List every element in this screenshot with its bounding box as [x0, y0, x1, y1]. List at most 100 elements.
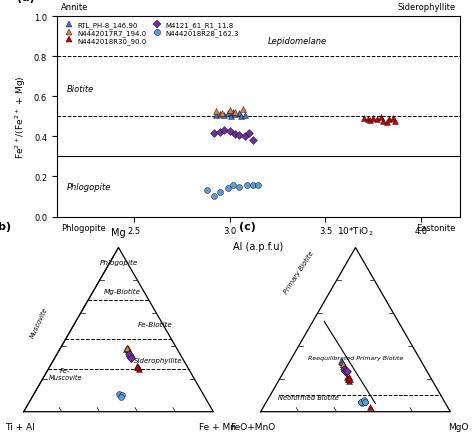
Point [116, 390, 123, 397]
Point [345, 374, 353, 381]
Point [136, 366, 143, 373]
Point [361, 398, 369, 405]
Point [126, 352, 134, 359]
Point [124, 346, 132, 353]
Text: Siderophyllite: Siderophyllite [398, 3, 456, 12]
Point [341, 367, 349, 374]
Point [226, 108, 233, 115]
Point [343, 374, 351, 381]
Point [125, 348, 133, 355]
Point [126, 352, 134, 359]
Point [117, 392, 124, 399]
Point [241, 113, 249, 120]
Point [135, 364, 142, 371]
Text: Siderophyllite: Siderophyllite [134, 358, 182, 364]
Point [228, 114, 235, 121]
Point [241, 134, 249, 141]
Text: Fe + Mn: Fe + Mn [199, 422, 236, 431]
Point [360, 116, 368, 123]
Point [338, 359, 346, 366]
Point [127, 354, 135, 361]
Point [220, 128, 228, 135]
Text: Mg-Biotite: Mg-Biotite [104, 289, 141, 295]
Text: Lepidomelane: Lepidomelane [268, 37, 327, 46]
Legend: RTL_PH-8_146.90, N4442017R7_194.0, N4442018R30_90.0, M4121_61_R1_11.8, N4442018R: RTL_PH-8_146.90, N4442017R7_194.0, N4442… [60, 21, 240, 46]
Point [210, 194, 218, 201]
Text: MgO: MgO [447, 422, 468, 431]
Text: (c): (c) [239, 221, 255, 231]
Point [364, 117, 372, 124]
Point [134, 362, 141, 369]
Point [236, 133, 243, 140]
Text: Fe-Biotite: Fe-Biotite [137, 322, 173, 328]
Point [340, 362, 348, 369]
Point [346, 375, 354, 382]
Point [366, 403, 374, 410]
Point [357, 398, 365, 405]
Point [389, 116, 396, 123]
Point [339, 361, 347, 368]
Text: (a): (a) [17, 0, 34, 3]
Point [224, 111, 231, 118]
Point [339, 361, 347, 368]
Text: Annite: Annite [61, 3, 88, 12]
Point [135, 364, 142, 371]
Point [123, 345, 131, 352]
Text: Mg: Mg [111, 227, 126, 237]
Point [374, 116, 381, 123]
Point [383, 120, 391, 127]
Text: Reequilibrated Primary Biotite: Reequilibrated Primary Biotite [308, 355, 403, 360]
Point [124, 346, 132, 353]
Text: FeO+MnO: FeO+MnO [230, 422, 276, 431]
Text: Phlogopite: Phlogopite [66, 183, 111, 191]
Point [377, 115, 385, 122]
Point [118, 392, 126, 399]
Point [218, 111, 226, 118]
Point [237, 114, 245, 121]
Point [212, 108, 220, 115]
Point [231, 132, 239, 138]
Point [229, 183, 237, 190]
X-axis label: Al (a.p.f.u): Al (a.p.f.u) [233, 241, 283, 251]
Point [344, 375, 352, 382]
Point [220, 113, 228, 120]
Point [123, 345, 131, 352]
Text: 10*TiO$_2$: 10*TiO$_2$ [337, 225, 374, 237]
Text: Eastonite: Eastonite [417, 223, 456, 232]
Text: Neoformed Biotite: Neoformed Biotite [278, 394, 338, 400]
Text: (b): (b) [0, 221, 11, 231]
Point [366, 118, 374, 125]
Point [216, 112, 224, 118]
Point [249, 183, 256, 190]
Point [391, 118, 398, 126]
Text: Primary Biotite: Primary Biotite [283, 250, 315, 295]
Point [358, 400, 366, 407]
Point [243, 183, 251, 190]
Point [216, 130, 224, 137]
Point [231, 112, 239, 118]
Point [249, 138, 256, 145]
Point [340, 366, 348, 373]
Point [125, 348, 133, 355]
Text: Biotite: Biotite [66, 85, 94, 94]
Point [344, 375, 352, 382]
Point [337, 358, 345, 365]
Point [360, 397, 368, 404]
Point [345, 377, 353, 384]
Point [340, 362, 348, 369]
Point [216, 190, 224, 197]
Point [125, 351, 133, 358]
Point [245, 131, 253, 138]
Point [342, 369, 350, 376]
Text: Phlogopite: Phlogopite [100, 259, 137, 265]
Y-axis label: Fe$^{2+}$/(Fe$^{2+}$ + Mg): Fe$^{2+}$/(Fe$^{2+}$ + Mg) [14, 76, 28, 159]
Text: Ti + Al: Ti + Al [5, 422, 35, 431]
Point [133, 364, 140, 371]
Point [370, 115, 377, 122]
Point [385, 117, 392, 124]
Point [341, 367, 349, 374]
Text: Muscovite: Muscovite [29, 306, 49, 339]
Point [127, 354, 135, 361]
Point [255, 183, 262, 190]
Point [124, 346, 132, 353]
